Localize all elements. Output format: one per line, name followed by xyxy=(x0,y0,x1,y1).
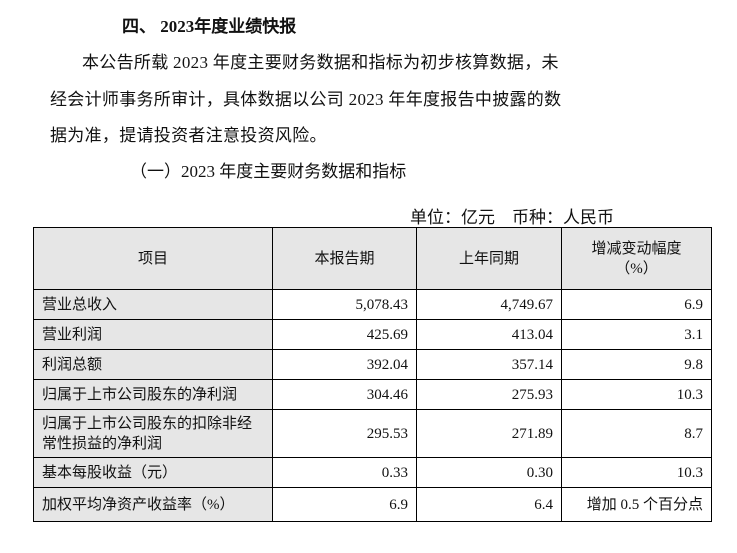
row-prior: 0.30 xyxy=(416,457,562,488)
row-item: 营业总收入 xyxy=(33,289,273,320)
row-prior: 6.4 xyxy=(416,487,562,522)
row-current: 304.46 xyxy=(272,379,417,410)
row-current: 0.33 xyxy=(272,457,417,488)
row-item: 加权平均净资产收益率（%） xyxy=(33,487,273,522)
header-change-line2: （%） xyxy=(615,260,658,277)
header-current: 本报告期 xyxy=(272,227,417,290)
row-current: 295.53 xyxy=(272,409,417,458)
row-item: 基本每股收益（元） xyxy=(33,457,273,488)
row-prior: 4,749.67 xyxy=(416,289,562,320)
table-row: 基本每股收益（元） 0.33 0.30 10.3 xyxy=(33,457,712,488)
paragraph-line: 据为准，提请投资者注意投资风险。 xyxy=(50,126,327,145)
row-current: 425.69 xyxy=(272,319,417,350)
table-row: 营业利润 425.69 413.04 3.1 xyxy=(33,319,712,350)
header-change: 增减变动幅度 （%） xyxy=(561,227,712,290)
table-row: 加权平均净资产收益率（%） 6.9 6.4 增加 0.5 个百分点 xyxy=(33,487,712,522)
row-change: 10.3 xyxy=(561,379,712,410)
row-current: 392.04 xyxy=(272,349,417,380)
header-change-line1: 增减变动幅度 xyxy=(591,240,682,257)
table-row: 营业总收入 5,078.43 4,749.67 6.9 xyxy=(33,289,712,320)
unit-note: 单位：亿元 币种：人民币 xyxy=(410,208,614,227)
financial-table: 项目 本报告期 上年同期 增减变动幅度 （%） 营业总收入 5,078.43 4,… xyxy=(33,227,712,522)
row-change: 9.8 xyxy=(561,349,712,380)
row-item: 归属于上市公司股东的净利润 xyxy=(33,379,273,410)
row-change: 6.9 xyxy=(561,289,712,320)
row-prior: 413.04 xyxy=(416,319,562,350)
paragraph-line: 经会计师事务所审计，具体数据以公司 2023 年年度报告中披露的数 xyxy=(50,90,562,109)
row-item: 利润总额 xyxy=(33,349,273,380)
header-item: 项目 xyxy=(33,227,273,290)
row-current: 5,078.43 xyxy=(272,289,417,320)
row-change: 8.7 xyxy=(561,409,712,458)
section-heading: 四、 2023年度业绩快报 xyxy=(122,17,297,36)
subheading: （一）2023 年度主要财务数据和指标 xyxy=(130,162,407,181)
row-change: 3.1 xyxy=(561,319,712,350)
header-prior: 上年同期 xyxy=(416,227,562,290)
row-item: 营业利润 xyxy=(33,319,273,350)
row-item: 归属于上市公司股东的扣除非经常性损益的净利润 xyxy=(33,409,273,458)
row-change: 10.3 xyxy=(561,457,712,488)
row-prior: 275.93 xyxy=(416,379,562,410)
row-prior: 271.89 xyxy=(416,409,562,458)
table-row: 归属于上市公司股东的扣除非经常性损益的净利润 295.53 271.89 8.7 xyxy=(33,409,712,458)
paragraph-line: 本公告所载 2023 年度主要财务数据和指标为初步核算数据，未 xyxy=(82,53,559,72)
table-row: 归属于上市公司股东的净利润 304.46 275.93 10.3 xyxy=(33,379,712,410)
row-prior: 357.14 xyxy=(416,349,562,380)
table-row: 利润总额 392.04 357.14 9.8 xyxy=(33,349,712,380)
table-header-row: 项目 本报告期 上年同期 增减变动幅度 （%） xyxy=(33,227,712,290)
row-change: 增加 0.5 个百分点 xyxy=(561,487,712,522)
row-current: 6.9 xyxy=(272,487,417,522)
